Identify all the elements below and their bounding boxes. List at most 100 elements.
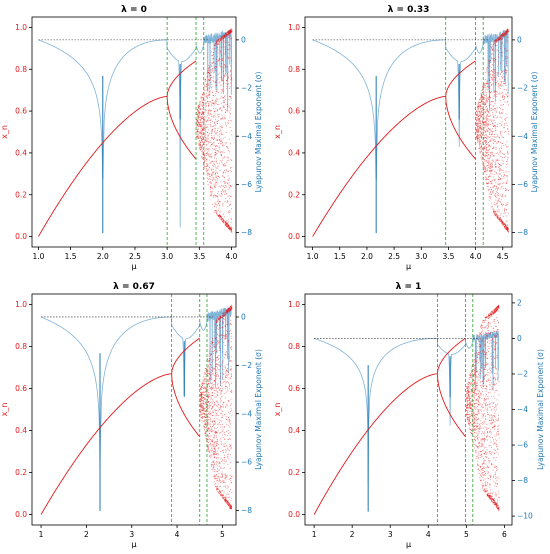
y-tick-label-left: 0.6 bbox=[15, 107, 27, 116]
y-axis-label-right: Lyapunov Maximal Exponent (σ) bbox=[254, 72, 263, 193]
bifurcation-period2-upper bbox=[171, 337, 200, 374]
x-tick-label: 4.0 bbox=[226, 252, 238, 261]
plot-area bbox=[312, 17, 510, 247]
x-tick-label: 3 bbox=[388, 530, 393, 539]
y-tick-label-right: −2 bbox=[517, 84, 528, 93]
y-tick-label-left: 0.0 bbox=[288, 510, 300, 519]
y-tick-label-right: −6 bbox=[241, 458, 252, 467]
chart-panel-top-left: 1.0 1.5 2.0 2.5 3.0 3.5 4.0 0.0 0.2 0.4 0.6 0.8 1.0 0… bbox=[0, 5, 263, 271]
y-tick-label-left: 0.6 bbox=[15, 384, 27, 393]
x-tick-label: 4.0 bbox=[470, 252, 482, 261]
bifurcation-period2-upper bbox=[445, 60, 476, 97]
y-axis-label-right: Lyapunov Maximal Exponent (σ) bbox=[254, 349, 263, 470]
x-tick-label: 1 bbox=[39, 530, 44, 539]
bifurcation-period2-upper bbox=[436, 337, 466, 374]
bifurcation-cloud bbox=[199, 304, 233, 510]
lyapunov-curve bbox=[40, 307, 232, 478]
y-tick-label-left: 0.8 bbox=[288, 342, 300, 351]
y-tick-label-left: 0.6 bbox=[288, 384, 300, 393]
y-tick-label-right: 0 bbox=[241, 35, 246, 44]
y-tick-label-left: 0.2 bbox=[288, 468, 300, 477]
x-tick-label: 2.5 bbox=[388, 252, 400, 261]
plot-area bbox=[40, 294, 233, 525]
chart-title: λ = 0 bbox=[121, 5, 147, 15]
plot-frame bbox=[31, 293, 237, 526]
x-axis-label: μ bbox=[406, 540, 411, 549]
bifurcation-period2-lower bbox=[436, 373, 466, 438]
bifurcation-period2-lower bbox=[445, 96, 476, 160]
y-tick-label-left: 0.4 bbox=[15, 426, 27, 435]
y-tick-label-right: −4 bbox=[517, 405, 528, 414]
x-axis-label: μ bbox=[406, 262, 411, 271]
x-tick-label: 4 bbox=[175, 530, 180, 539]
y-tick-label-left: 0.8 bbox=[15, 65, 27, 74]
y-tick-label-right: 0 bbox=[517, 334, 522, 343]
y-tick-label-right: 0 bbox=[241, 313, 246, 322]
bifurcation-fixed-branch bbox=[312, 96, 446, 237]
x-tick-label: 3 bbox=[129, 530, 134, 539]
y-tick-label-right: −4 bbox=[241, 132, 252, 141]
y-tick-label-left: 1.0 bbox=[15, 23, 27, 32]
y-tick-label-right: 0 bbox=[517, 35, 522, 44]
bifurcation-fixed-branch bbox=[38, 96, 168, 237]
y-tick-label-right: −6 bbox=[517, 180, 528, 189]
x-tick-label: 1.0 bbox=[32, 252, 44, 261]
x-axis-label: μ bbox=[131, 262, 136, 271]
chart-panel-bottom-left: 1 2 3 4 5 0.0 0.2 0.4 0.6 0.8 1.0 0 −2 −4 −6 −8 λ = 0.67… bbox=[0, 282, 263, 549]
x-tick-label: 5 bbox=[220, 530, 225, 539]
y-tick-label-right: −6 bbox=[517, 441, 528, 450]
y-tick-label-left: 1.0 bbox=[15, 300, 27, 309]
y-tick-label-left: 1.0 bbox=[288, 23, 300, 32]
y-tick-label-right: −8 bbox=[517, 476, 528, 485]
bifurcation-cloud bbox=[475, 28, 510, 233]
bifurcation-period2-lower bbox=[171, 373, 201, 438]
y-tick-label-right: −8 bbox=[241, 228, 252, 237]
y-tick-label-left: 0.8 bbox=[288, 65, 300, 74]
x-tick-label: 3.0 bbox=[161, 252, 173, 261]
plot-frame bbox=[31, 16, 237, 248]
x-tick-label: 3.0 bbox=[415, 252, 427, 261]
plot-frame bbox=[304, 16, 513, 248]
y-tick-label-right: −2 bbox=[241, 84, 252, 93]
x-tick-label: 1.5 bbox=[65, 252, 77, 261]
x-tick-label: 2.0 bbox=[361, 252, 373, 261]
y-tick-label-left: 0.0 bbox=[288, 232, 300, 241]
y-tick-label-right: −4 bbox=[517, 132, 528, 141]
x-tick-label: 5 bbox=[464, 530, 469, 539]
y-tick-label-left: 0.6 bbox=[288, 107, 300, 116]
plot-area bbox=[38, 17, 233, 247]
y-tick-label-right: −2 bbox=[241, 361, 252, 370]
y-tick-label-right: −4 bbox=[241, 409, 252, 418]
y-tick-label-left: 0.2 bbox=[288, 190, 300, 199]
x-tick-label: 4.5 bbox=[497, 252, 509, 261]
y-axis-label-left: x_n bbox=[0, 125, 9, 139]
chart-panel-top-right: 1.0 1.5 2.0 2.5 3.0 3.5 4.0 4.5 0.0 0.2 0.4 0.6 0.8 1… bbox=[273, 5, 539, 271]
y-axis-label-left: x_n bbox=[273, 403, 282, 417]
y-tick-label-right: −2 bbox=[517, 370, 528, 379]
x-tick-label: 4 bbox=[426, 530, 431, 539]
y-axis-label-right: Lyapunov Maximal Exponent (σ) bbox=[530, 72, 539, 193]
x-tick-label: 3.5 bbox=[193, 252, 205, 261]
bifurcation-period2-lower bbox=[166, 96, 197, 160]
chart-panel-bottom-right: 1 2 3 4 5 6 0.0 0.2 0.4 0.6 0.8 1.0 2 0 −2 −4 −6 −8 −10 λ =… bbox=[273, 282, 545, 549]
y-tick-label-right: −8 bbox=[517, 228, 528, 237]
x-tick-label: 2 bbox=[84, 530, 89, 539]
y-tick-label-right: 2 bbox=[517, 298, 522, 307]
y-tick-label-left: 0.4 bbox=[288, 149, 300, 158]
y-tick-label-left: 0.2 bbox=[15, 468, 27, 477]
y-axis-label-left: x_n bbox=[0, 403, 9, 417]
bifurcation-cloud bbox=[196, 28, 233, 233]
bifurcation-fixed-branch bbox=[313, 373, 438, 515]
lyapunov-curve bbox=[312, 30, 509, 180]
x-tick-label: 2.0 bbox=[97, 252, 109, 261]
x-tick-label: 3.5 bbox=[442, 252, 454, 261]
y-tick-label-left: 0.4 bbox=[15, 149, 27, 158]
x-tick-label: 1.5 bbox=[334, 252, 346, 261]
x-tick-label: 1.0 bbox=[307, 252, 319, 261]
chart-title: λ = 0.67 bbox=[113, 282, 155, 292]
x-tick-label: 2 bbox=[350, 530, 355, 539]
y-tick-label-left: 0.0 bbox=[15, 232, 27, 241]
y-tick-label-right: −10 bbox=[517, 512, 533, 521]
y-tick-label-left: 0.0 bbox=[15, 510, 27, 519]
